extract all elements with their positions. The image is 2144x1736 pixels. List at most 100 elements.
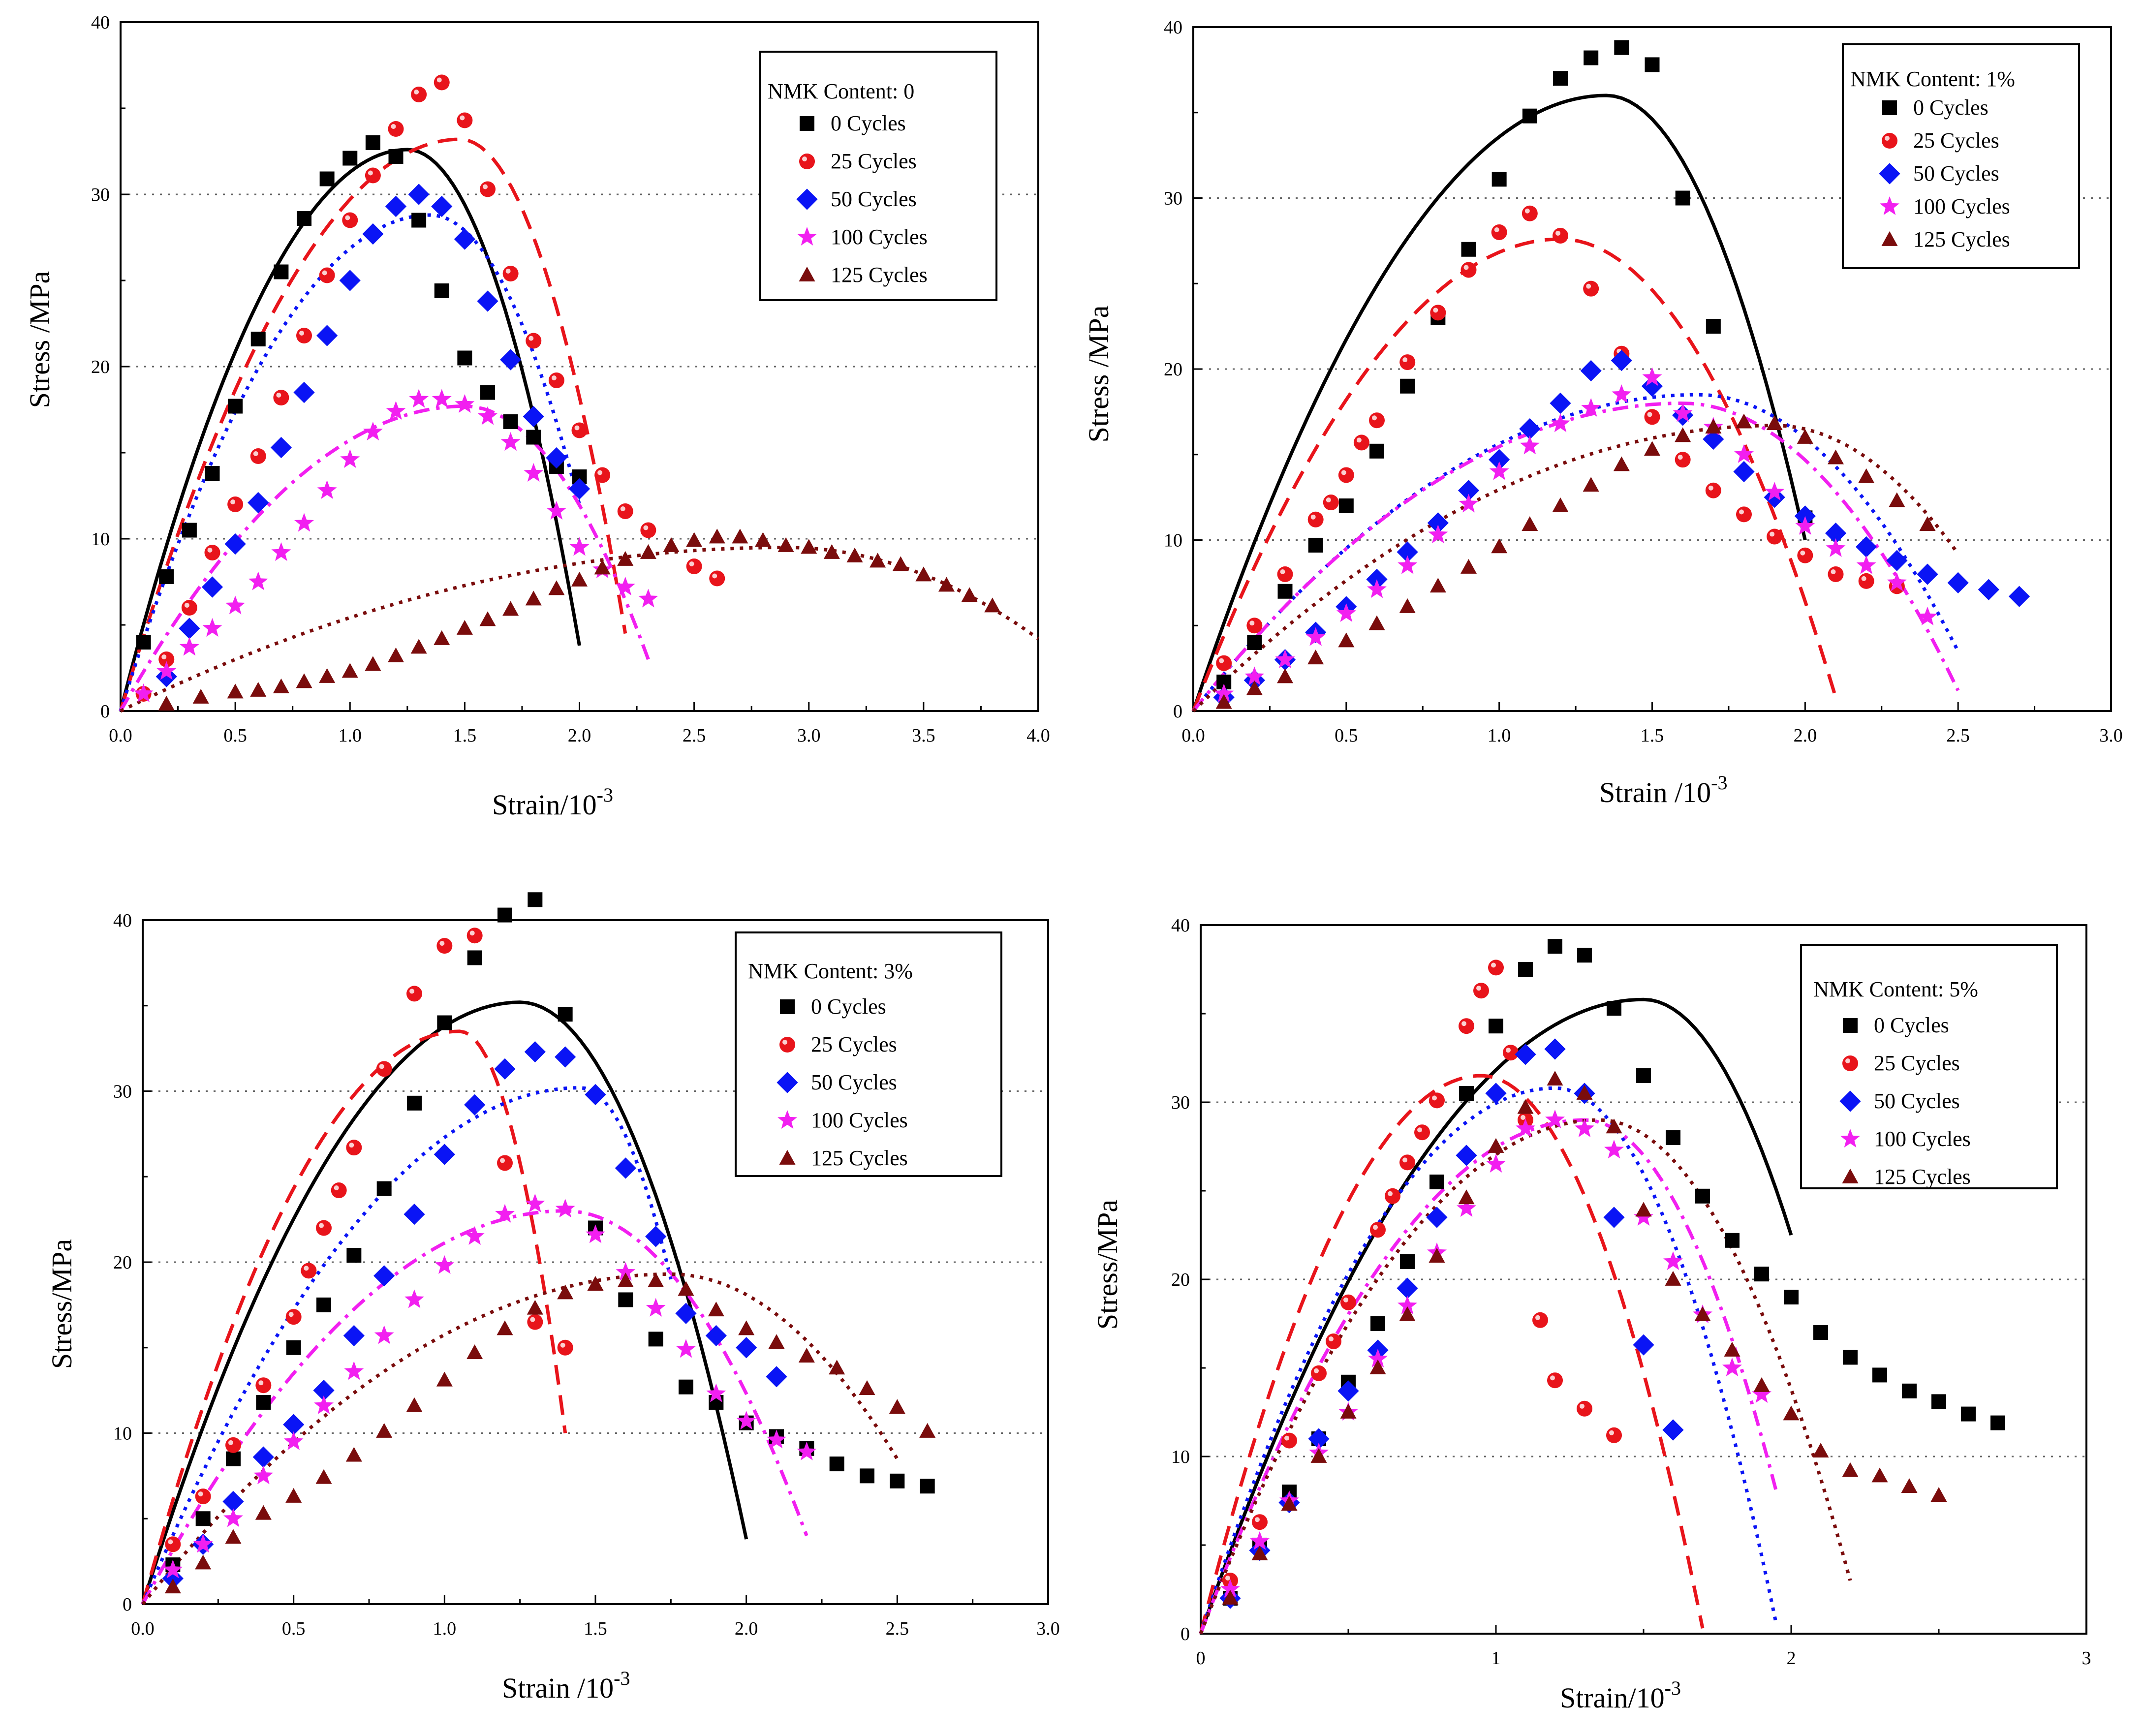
data-point	[283, 1414, 305, 1435]
marker-highlight	[620, 506, 625, 511]
data-point	[1550, 392, 1571, 414]
data-point	[1547, 1372, 1563, 1389]
marker-highlight	[409, 989, 414, 994]
y-tick-label: 40	[1164, 17, 1182, 38]
x-axis-title: Strain /10-3	[1599, 772, 1728, 808]
marker-highlight	[1225, 1576, 1230, 1581]
marker-highlight	[560, 1342, 565, 1348]
x-tick-label: 1.0	[1488, 725, 1511, 746]
data-point	[526, 430, 541, 445]
data-point	[1917, 563, 1938, 585]
data-point	[1856, 536, 1877, 558]
data-point	[162, 1568, 184, 1589]
y-tick-label: 20	[1171, 1270, 1190, 1290]
marker-highlight	[1433, 308, 1438, 313]
legend-title: NMK Content: 0	[768, 79, 914, 103]
data-point	[1887, 572, 1907, 591]
legend-label: 125 Cycles	[1874, 1165, 1971, 1189]
legend-marker	[797, 227, 817, 246]
data-point	[1532, 1312, 1548, 1328]
data-point	[915, 566, 932, 582]
legend-marker	[1843, 1018, 1858, 1033]
x-axis-title-base: Strain /10	[1599, 776, 1711, 808]
data-point	[1397, 541, 1418, 563]
data-point	[1754, 1267, 1769, 1282]
marker-highlight	[1609, 1430, 1614, 1435]
data-point	[587, 1276, 604, 1291]
data-point	[675, 1302, 697, 1324]
y-tick-label: 0	[1181, 1624, 1190, 1644]
data-point	[1548, 939, 1562, 954]
data-point	[465, 1226, 485, 1245]
x-tick-label: 0.0	[109, 725, 132, 746]
marker-highlight	[439, 941, 445, 946]
legend-label: 125 Cycles	[831, 263, 928, 287]
series-25-cycles	[165, 928, 573, 1552]
marker-highlight	[528, 336, 534, 341]
data-point	[1307, 511, 1324, 527]
y-tick-label: 10	[1171, 1447, 1190, 1467]
data-point	[388, 149, 404, 164]
marker-highlight	[349, 1143, 354, 1148]
data-point	[1429, 578, 1446, 593]
data-point	[479, 611, 496, 626]
data-point	[706, 1383, 726, 1402]
data-point	[708, 1302, 724, 1317]
data-point	[738, 1320, 755, 1335]
data-point	[586, 1224, 605, 1243]
marker-highlight	[1417, 1127, 1422, 1133]
data-point	[1813, 1325, 1828, 1340]
data-point	[618, 1292, 633, 1307]
legend-marker	[799, 266, 815, 281]
data-point	[182, 523, 197, 538]
data-point	[1367, 579, 1387, 598]
data-point	[1485, 1083, 1507, 1104]
marker-highlight	[368, 170, 373, 176]
marker-highlight	[1708, 485, 1713, 491]
data-point	[225, 1529, 242, 1544]
marker-highlight	[469, 930, 475, 936]
data-point	[1842, 1462, 1859, 1477]
data-point	[286, 1340, 301, 1355]
marker-highlight	[304, 1266, 309, 1271]
data-point	[1340, 1403, 1357, 1419]
data-point	[1323, 495, 1339, 511]
legend-label: 25 Cycles	[811, 1032, 897, 1056]
data-point	[569, 537, 590, 556]
data-point	[434, 630, 450, 645]
marker-highlight	[551, 375, 557, 380]
data-point	[1338, 632, 1355, 648]
data-point	[1752, 1384, 1771, 1403]
data-point	[339, 270, 361, 291]
legend-label: 0 Cycles	[1874, 1013, 1949, 1037]
marker-highlight	[689, 561, 694, 566]
data-point	[1400, 378, 1415, 394]
fit-curve-25-cycles	[1199, 1074, 1705, 1634]
data-point	[829, 1457, 844, 1472]
data-point	[373, 1265, 395, 1287]
data-point	[495, 1204, 515, 1223]
data-point	[252, 1446, 274, 1468]
data-point	[860, 1468, 874, 1484]
data-point	[316, 1220, 332, 1236]
marker-highlight	[319, 1223, 324, 1228]
fit-curve-0-cycles	[1199, 997, 1793, 1635]
series-50-cycles	[162, 1041, 787, 1589]
data-point	[285, 1309, 302, 1325]
data-point	[1369, 443, 1384, 459]
legend-marker	[779, 1149, 796, 1165]
data-point	[1399, 598, 1416, 613]
data-point	[1552, 497, 1569, 512]
marker-highlight	[414, 90, 419, 94]
data-point	[270, 436, 292, 459]
data-point	[316, 325, 338, 346]
data-point	[1338, 498, 1354, 513]
data-point	[1489, 1019, 1503, 1034]
data-point	[571, 422, 588, 438]
data-point	[1428, 525, 1448, 544]
data-point	[503, 414, 518, 429]
marker-highlight	[1314, 1368, 1319, 1373]
legend-label: 25 Cycles	[831, 149, 917, 173]
x-axis-title: Strain/10-3	[1560, 1677, 1681, 1714]
